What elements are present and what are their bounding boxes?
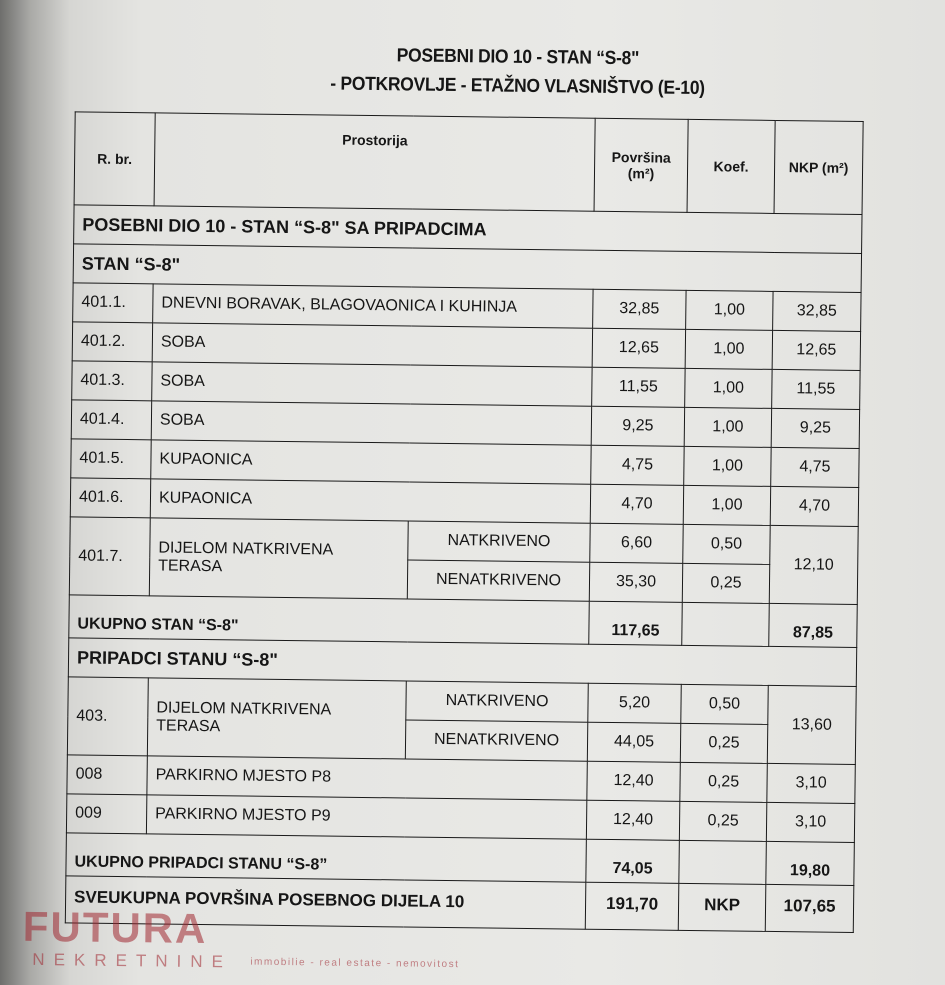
- header-rbr: R. br.: [74, 111, 156, 206]
- coefficient-value: 0,25: [679, 762, 768, 803]
- area-value: 9,25: [591, 406, 685, 447]
- row-number: 009: [66, 793, 147, 834]
- total-pripadci-label: UKUPNO PRIPADCI STANU “S-8”: [65, 832, 587, 883]
- row-number: 401.4.: [71, 399, 152, 440]
- area-table: R. br. Prostorija Površina (m²) Koef. NK…: [65, 111, 864, 933]
- nkp-value: 11,55: [771, 369, 861, 410]
- row-number: 008: [66, 754, 148, 795]
- room-name: PARKIRNO MJESTO P8: [146, 755, 588, 801]
- nkp-value: 13,60: [767, 685, 857, 765]
- coefficient-value: 1,00: [683, 485, 771, 526]
- nkp-value: 12,10: [769, 525, 859, 605]
- coefficient-value: 1,00: [683, 446, 772, 487]
- area-value: 4,75: [590, 445, 685, 486]
- row-number: 401.2.: [72, 321, 153, 362]
- table-row: 403. DIJELOM NATKRIVENA TERASA NATKRIVENO 5…: [67, 676, 857, 765]
- document-subtitle: - POTKROVLJE - ETAŽNO VLASNIŠTVO (E-10): [330, 73, 705, 100]
- row-number: 401.5.: [70, 438, 152, 479]
- coefficient-value: 1,00: [685, 290, 774, 331]
- coefficient-value: 1,00: [684, 368, 773, 409]
- header-koef: Koef.: [687, 119, 776, 214]
- area-value: 11,55: [591, 367, 686, 408]
- total-pripadci-nkp: 19,80: [765, 841, 855, 886]
- watermark-tagline: immobilie - real estate - nemovitost: [250, 956, 460, 971]
- coefficient-value: 0,25: [679, 801, 767, 842]
- coefficient-value: 0,25: [680, 723, 768, 764]
- nkp-value: 4,75: [770, 447, 860, 488]
- coefficient-value: 0,25: [682, 563, 770, 604]
- subarea-label: NATKRIVENO: [405, 680, 589, 723]
- area-value: 12,65: [592, 328, 686, 369]
- area-value: 35,30: [589, 562, 683, 603]
- area-value: 6,60: [589, 523, 684, 564]
- grand-total-koef: NKP: [678, 883, 766, 932]
- row-number: 401.1.: [72, 282, 154, 323]
- table-row: 401.7. DIJELOM NATKRIVENA TERASA NATKRIVEN…: [69, 516, 859, 605]
- room-name: DIJELOM NATKRIVENA TERASA: [149, 517, 409, 599]
- row-number: 401.3.: [71, 360, 153, 401]
- coefficient-value: 1,00: [684, 407, 772, 448]
- subarea-label: NATKRIVENO: [407, 520, 591, 563]
- total-stan-label: UKUPNO STAN “S-8": [68, 594, 590, 645]
- document-title: POSEBNI DIO 10 - STAN “S-8": [396, 45, 640, 70]
- nkp-value: 3,10: [766, 802, 855, 843]
- nkp-value: 3,10: [766, 763, 856, 804]
- coefficient-value: 0,50: [682, 524, 771, 565]
- area-value: 12,40: [586, 800, 680, 841]
- room-name: KUPAONICA: [150, 439, 592, 485]
- grand-total: SVEUKUPNA POVRŠINA POSEBNOG DIJELA 10 191…: [65, 875, 854, 933]
- table-header: R. br. Prostorija Površina (m²) Koef. NK…: [74, 111, 864, 215]
- watermark-sub: NEKRETNINE: [32, 949, 233, 972]
- room-name: DNEVNI BORAVAK, BLAGOVAONICA I KUHINJA: [152, 283, 594, 329]
- area-value: 4,70: [590, 484, 684, 525]
- header-povrsina: Površina (m²): [594, 118, 689, 213]
- header-prostorija: Prostorija: [154, 112, 596, 212]
- total-pripadci-koef: [678, 840, 767, 885]
- area-value: 5,20: [587, 683, 682, 724]
- coefficient-value: 0,50: [680, 684, 769, 725]
- room-name: PARKIRNO MJESTO P9: [146, 794, 587, 840]
- area-value: 44,05: [587, 722, 681, 763]
- subarea-label: NENATKRIVENO: [407, 559, 590, 602]
- room-name: SOBA: [152, 322, 593, 368]
- room-name: SOBA: [151, 400, 592, 446]
- row-number: 401.6.: [70, 477, 151, 518]
- room-name: DIJELOM NATKRIVENA TERASA: [147, 677, 407, 759]
- total-stan-koef: [681, 602, 770, 647]
- grand-total-nkp: 107,65: [765, 884, 854, 933]
- row-number: 401.7.: [69, 516, 151, 596]
- nkp-value: 9,25: [771, 408, 860, 449]
- grand-total-label: SVEUKUPNA POVRŠINA POSEBNOG DIJELA 10: [65, 875, 586, 930]
- total-pripadci-area: 74,05: [585, 839, 680, 884]
- area-value: 12,40: [586, 761, 681, 802]
- nkp-value: 4,70: [770, 486, 859, 527]
- coefficient-value: 1,00: [685, 329, 773, 370]
- subarea-label: NENATKRIVENO: [405, 719, 588, 762]
- total-stan-nkp: 87,85: [768, 603, 858, 648]
- room-name: SOBA: [151, 361, 593, 407]
- row-number: 403.: [67, 676, 149, 756]
- area-value: 32,85: [592, 289, 687, 330]
- nkp-value: 12,65: [772, 330, 861, 371]
- nkp-value: 32,85: [772, 291, 862, 332]
- header-nkp: NKP (m²): [774, 120, 864, 215]
- total-stan-area: 117,65: [588, 601, 683, 646]
- grand-total-area: 191,70: [585, 882, 679, 931]
- room-name: KUPAONICA: [150, 478, 591, 524]
